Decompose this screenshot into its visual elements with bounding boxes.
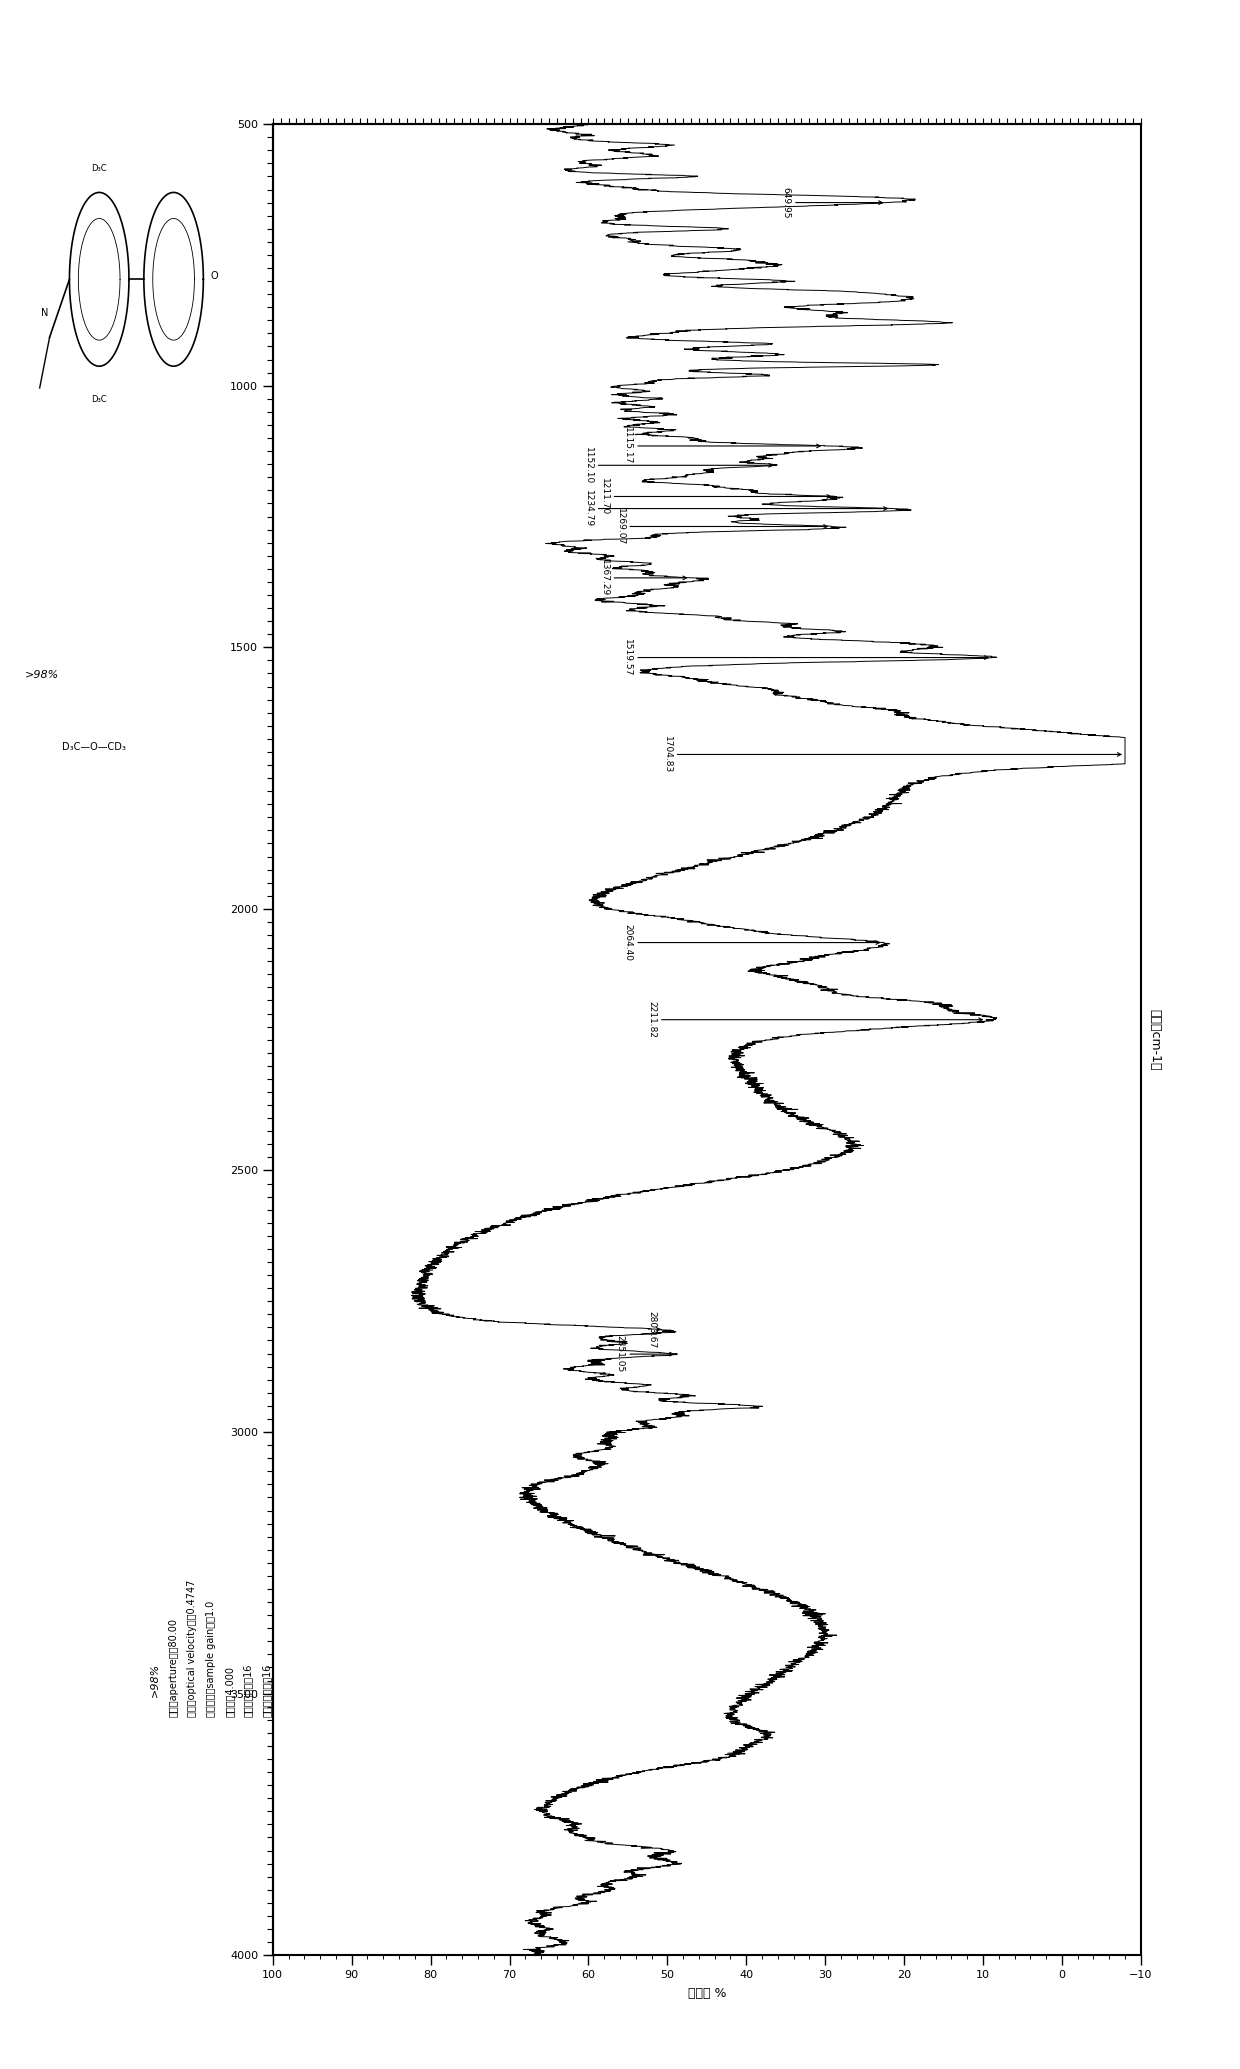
Text: D₃C: D₃C bbox=[92, 395, 107, 403]
Text: 2064.40: 2064.40 bbox=[624, 925, 879, 962]
Text: 1234.79: 1234.79 bbox=[584, 490, 887, 528]
Y-axis label: 波数（cm-1）: 波数（cm-1） bbox=[1148, 1010, 1162, 1070]
Text: 样品扫描次数：16: 样品扫描次数：16 bbox=[262, 1663, 272, 1717]
Text: 1115.17: 1115.17 bbox=[624, 428, 820, 466]
Text: 背景扫描次数：16: 背景扫描次数：16 bbox=[243, 1663, 253, 1717]
Text: 1367.29: 1367.29 bbox=[600, 559, 687, 596]
Text: 样品增益（sample gain）：1.0: 样品增益（sample gain）：1.0 bbox=[206, 1601, 216, 1717]
Text: O: O bbox=[211, 271, 218, 281]
X-axis label: 透射率 %: 透射率 % bbox=[687, 1986, 727, 2001]
Text: 1704.83: 1704.83 bbox=[663, 737, 1121, 774]
Text: 2851.05: 2851.05 bbox=[615, 1335, 673, 1372]
Text: 1152.10: 1152.10 bbox=[584, 447, 773, 484]
Text: 1269.07: 1269.07 bbox=[615, 507, 827, 544]
Text: D₃C—O—CD₃: D₃C—O—CD₃ bbox=[62, 743, 126, 751]
Text: >98%: >98% bbox=[150, 1661, 160, 1697]
Text: 2803.67: 2803.67 bbox=[647, 1310, 660, 1349]
Text: >98%: >98% bbox=[25, 670, 60, 679]
Text: 光速（optical velocity）：0.4747: 光速（optical velocity）：0.4747 bbox=[187, 1581, 197, 1717]
Text: 分辨率：4.000: 分辨率：4.000 bbox=[224, 1666, 234, 1717]
Text: 649.95: 649.95 bbox=[781, 186, 883, 219]
Text: 1211.70: 1211.70 bbox=[600, 478, 831, 515]
Text: 2211.82: 2211.82 bbox=[647, 1001, 982, 1039]
Text: D₃C: D₃C bbox=[92, 163, 107, 172]
Text: N: N bbox=[41, 308, 48, 317]
Text: 1519.57: 1519.57 bbox=[624, 639, 988, 677]
Text: 孔径（aperture）：80.00: 孔径（aperture）：80.00 bbox=[169, 1618, 179, 1717]
